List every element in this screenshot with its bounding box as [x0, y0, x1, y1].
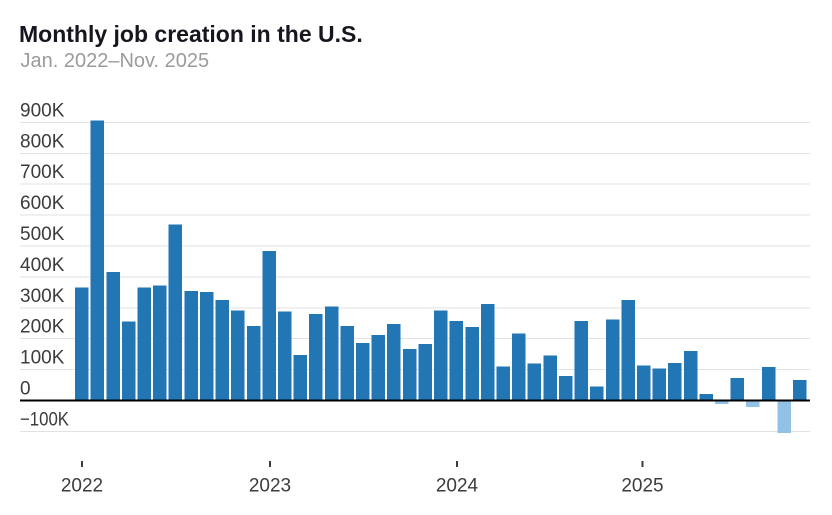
- svg-text:200K: 200K: [20, 317, 65, 338]
- svg-text:2023: 2023: [249, 476, 291, 497]
- svg-text:600K: 600K: [20, 193, 65, 214]
- svg-text:2024: 2024: [436, 476, 479, 497]
- svg-text:900K: 900K: [20, 100, 65, 121]
- svg-text:400K: 400K: [20, 255, 65, 276]
- svg-text:500K: 500K: [20, 224, 65, 245]
- svg-text:−100K: −100K: [20, 409, 69, 430]
- svg-text:2022: 2022: [61, 476, 103, 497]
- svg-text:0: 0: [20, 379, 31, 400]
- svg-text:100K: 100K: [20, 348, 65, 369]
- svg-text:800K: 800K: [20, 131, 65, 152]
- svg-text:2025: 2025: [621, 476, 663, 497]
- svg-text:300K: 300K: [20, 286, 65, 307]
- svg-text:700K: 700K: [20, 162, 65, 183]
